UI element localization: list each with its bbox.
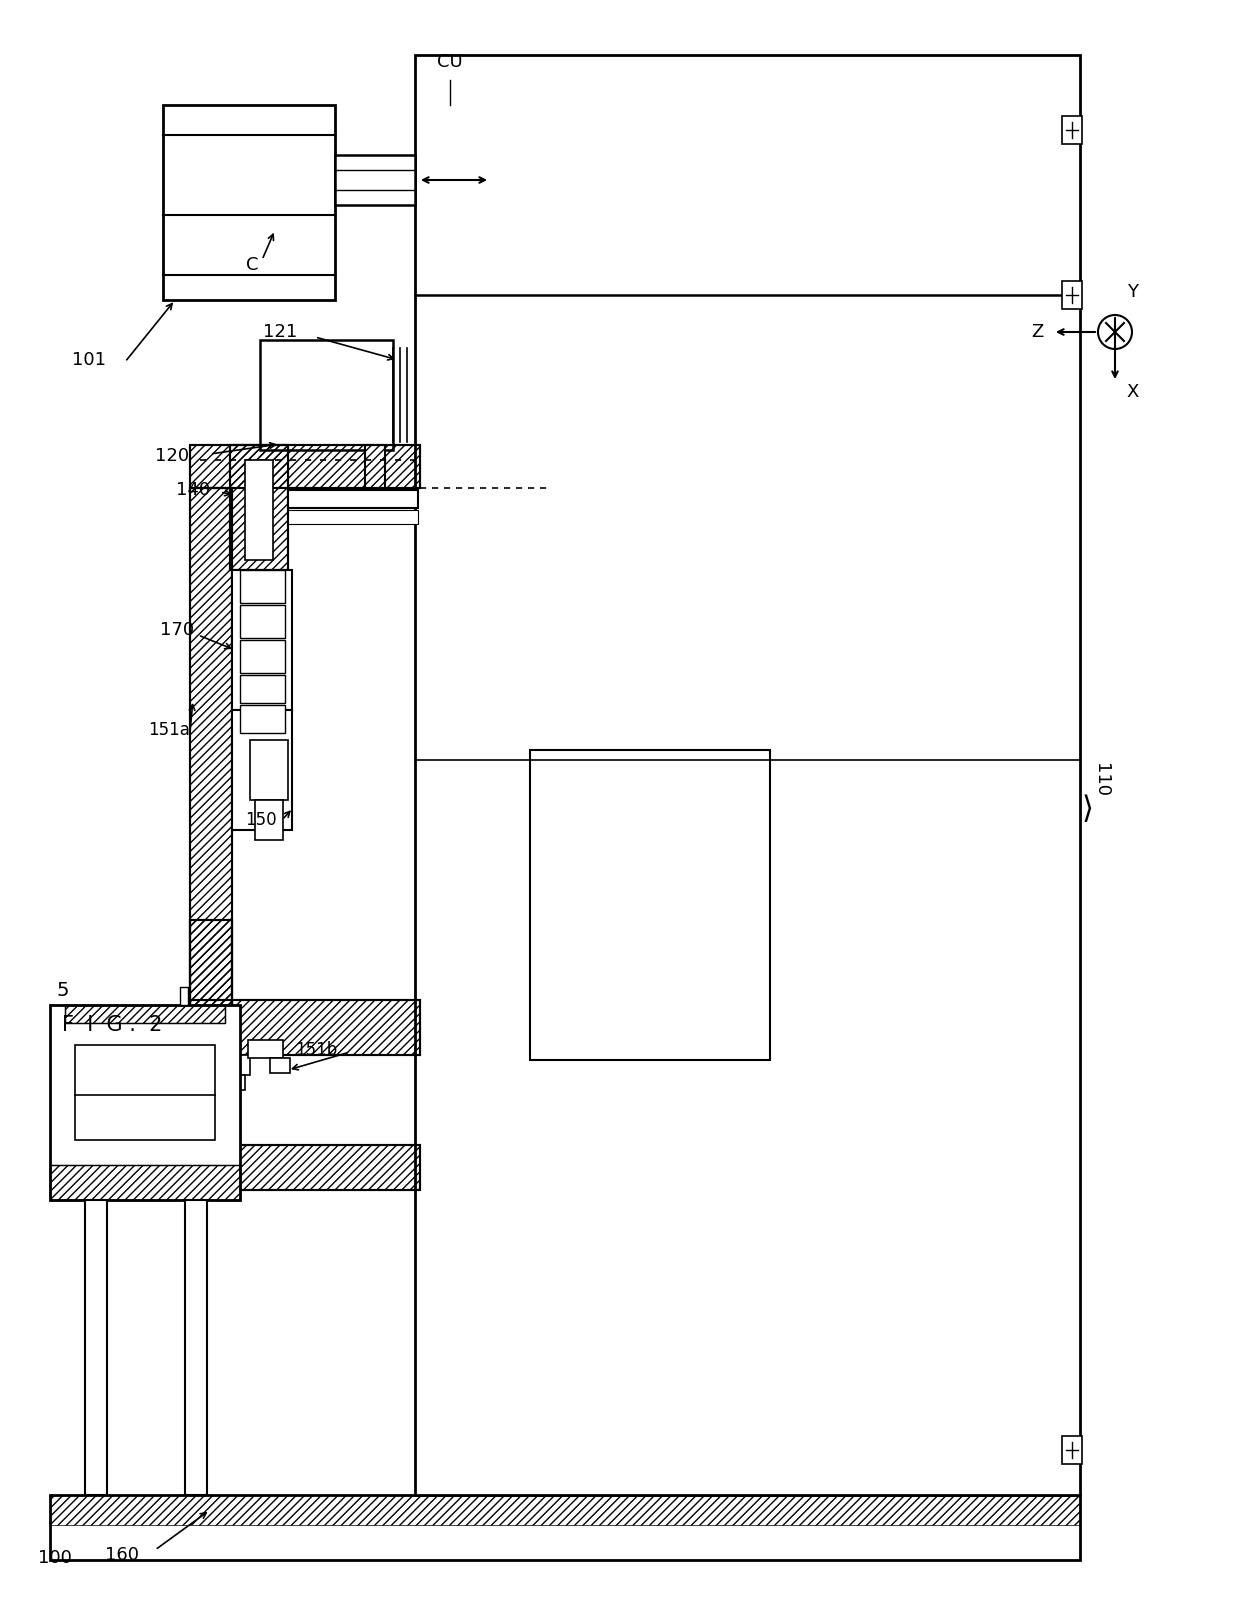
Bar	[1061, 281, 1083, 308]
Bar	[190, 1144, 420, 1190]
Text: Y: Y	[1127, 282, 1138, 300]
Bar	[241, 570, 285, 604]
Bar	[255, 801, 283, 839]
Text: 140: 140	[176, 481, 210, 499]
Text: 151b: 151b	[295, 1041, 337, 1059]
Bar	[1061, 116, 1083, 144]
Bar	[270, 1059, 290, 1073]
Text: ⟩: ⟩	[1083, 796, 1094, 825]
Bar	[232, 710, 291, 830]
Text: 100: 100	[38, 1549, 72, 1567]
Bar	[64, 1006, 224, 1023]
Bar	[288, 510, 418, 525]
Bar	[246, 460, 273, 560]
Text: Z: Z	[1030, 323, 1043, 341]
Bar	[190, 445, 420, 487]
Bar	[1061, 1436, 1083, 1464]
Text: C: C	[246, 257, 258, 274]
Text: F  I  G .  2: F I G . 2	[62, 1015, 162, 1035]
Bar	[50, 1495, 1080, 1561]
Bar	[50, 1495, 1080, 1525]
Bar	[190, 1144, 420, 1190]
Bar	[190, 487, 232, 1047]
Text: X: X	[1127, 383, 1140, 400]
Bar	[50, 1165, 241, 1199]
Text: 120: 120	[155, 447, 190, 465]
Bar	[250, 739, 288, 801]
Text: 160: 160	[105, 1546, 139, 1564]
Bar	[365, 445, 384, 500]
Bar	[415, 55, 1080, 1495]
Bar	[241, 605, 285, 638]
Bar	[335, 155, 415, 205]
Text: 101: 101	[72, 350, 105, 370]
Text: 121: 121	[263, 323, 298, 341]
Bar	[162, 105, 335, 300]
Bar	[241, 641, 285, 673]
Bar	[229, 445, 288, 570]
Bar	[190, 445, 420, 487]
Bar	[190, 1001, 420, 1056]
Text: 151a: 151a	[148, 721, 190, 739]
Text: CU: CU	[438, 53, 463, 71]
Bar	[64, 1006, 224, 1023]
Bar	[74, 1044, 215, 1139]
Bar	[190, 1001, 420, 1056]
Bar	[190, 920, 232, 1039]
Text: 170: 170	[160, 621, 195, 639]
Bar	[229, 445, 288, 570]
Bar	[86, 1199, 107, 1495]
Bar	[50, 1006, 241, 1199]
Bar	[190, 920, 232, 1039]
Bar	[224, 1075, 246, 1089]
Text: 150: 150	[246, 810, 277, 830]
Bar	[248, 1039, 283, 1059]
Text: 5: 5	[56, 980, 68, 999]
Bar	[232, 570, 291, 710]
Bar	[190, 487, 232, 1047]
Bar	[288, 491, 418, 508]
Bar	[180, 988, 188, 1006]
Bar	[185, 1199, 207, 1495]
Bar	[529, 751, 770, 1060]
Bar	[241, 705, 285, 733]
Bar	[50, 1165, 241, 1199]
Text: 110: 110	[1092, 763, 1110, 797]
Bar	[215, 1056, 250, 1075]
Bar	[260, 341, 393, 450]
Bar	[241, 675, 285, 704]
